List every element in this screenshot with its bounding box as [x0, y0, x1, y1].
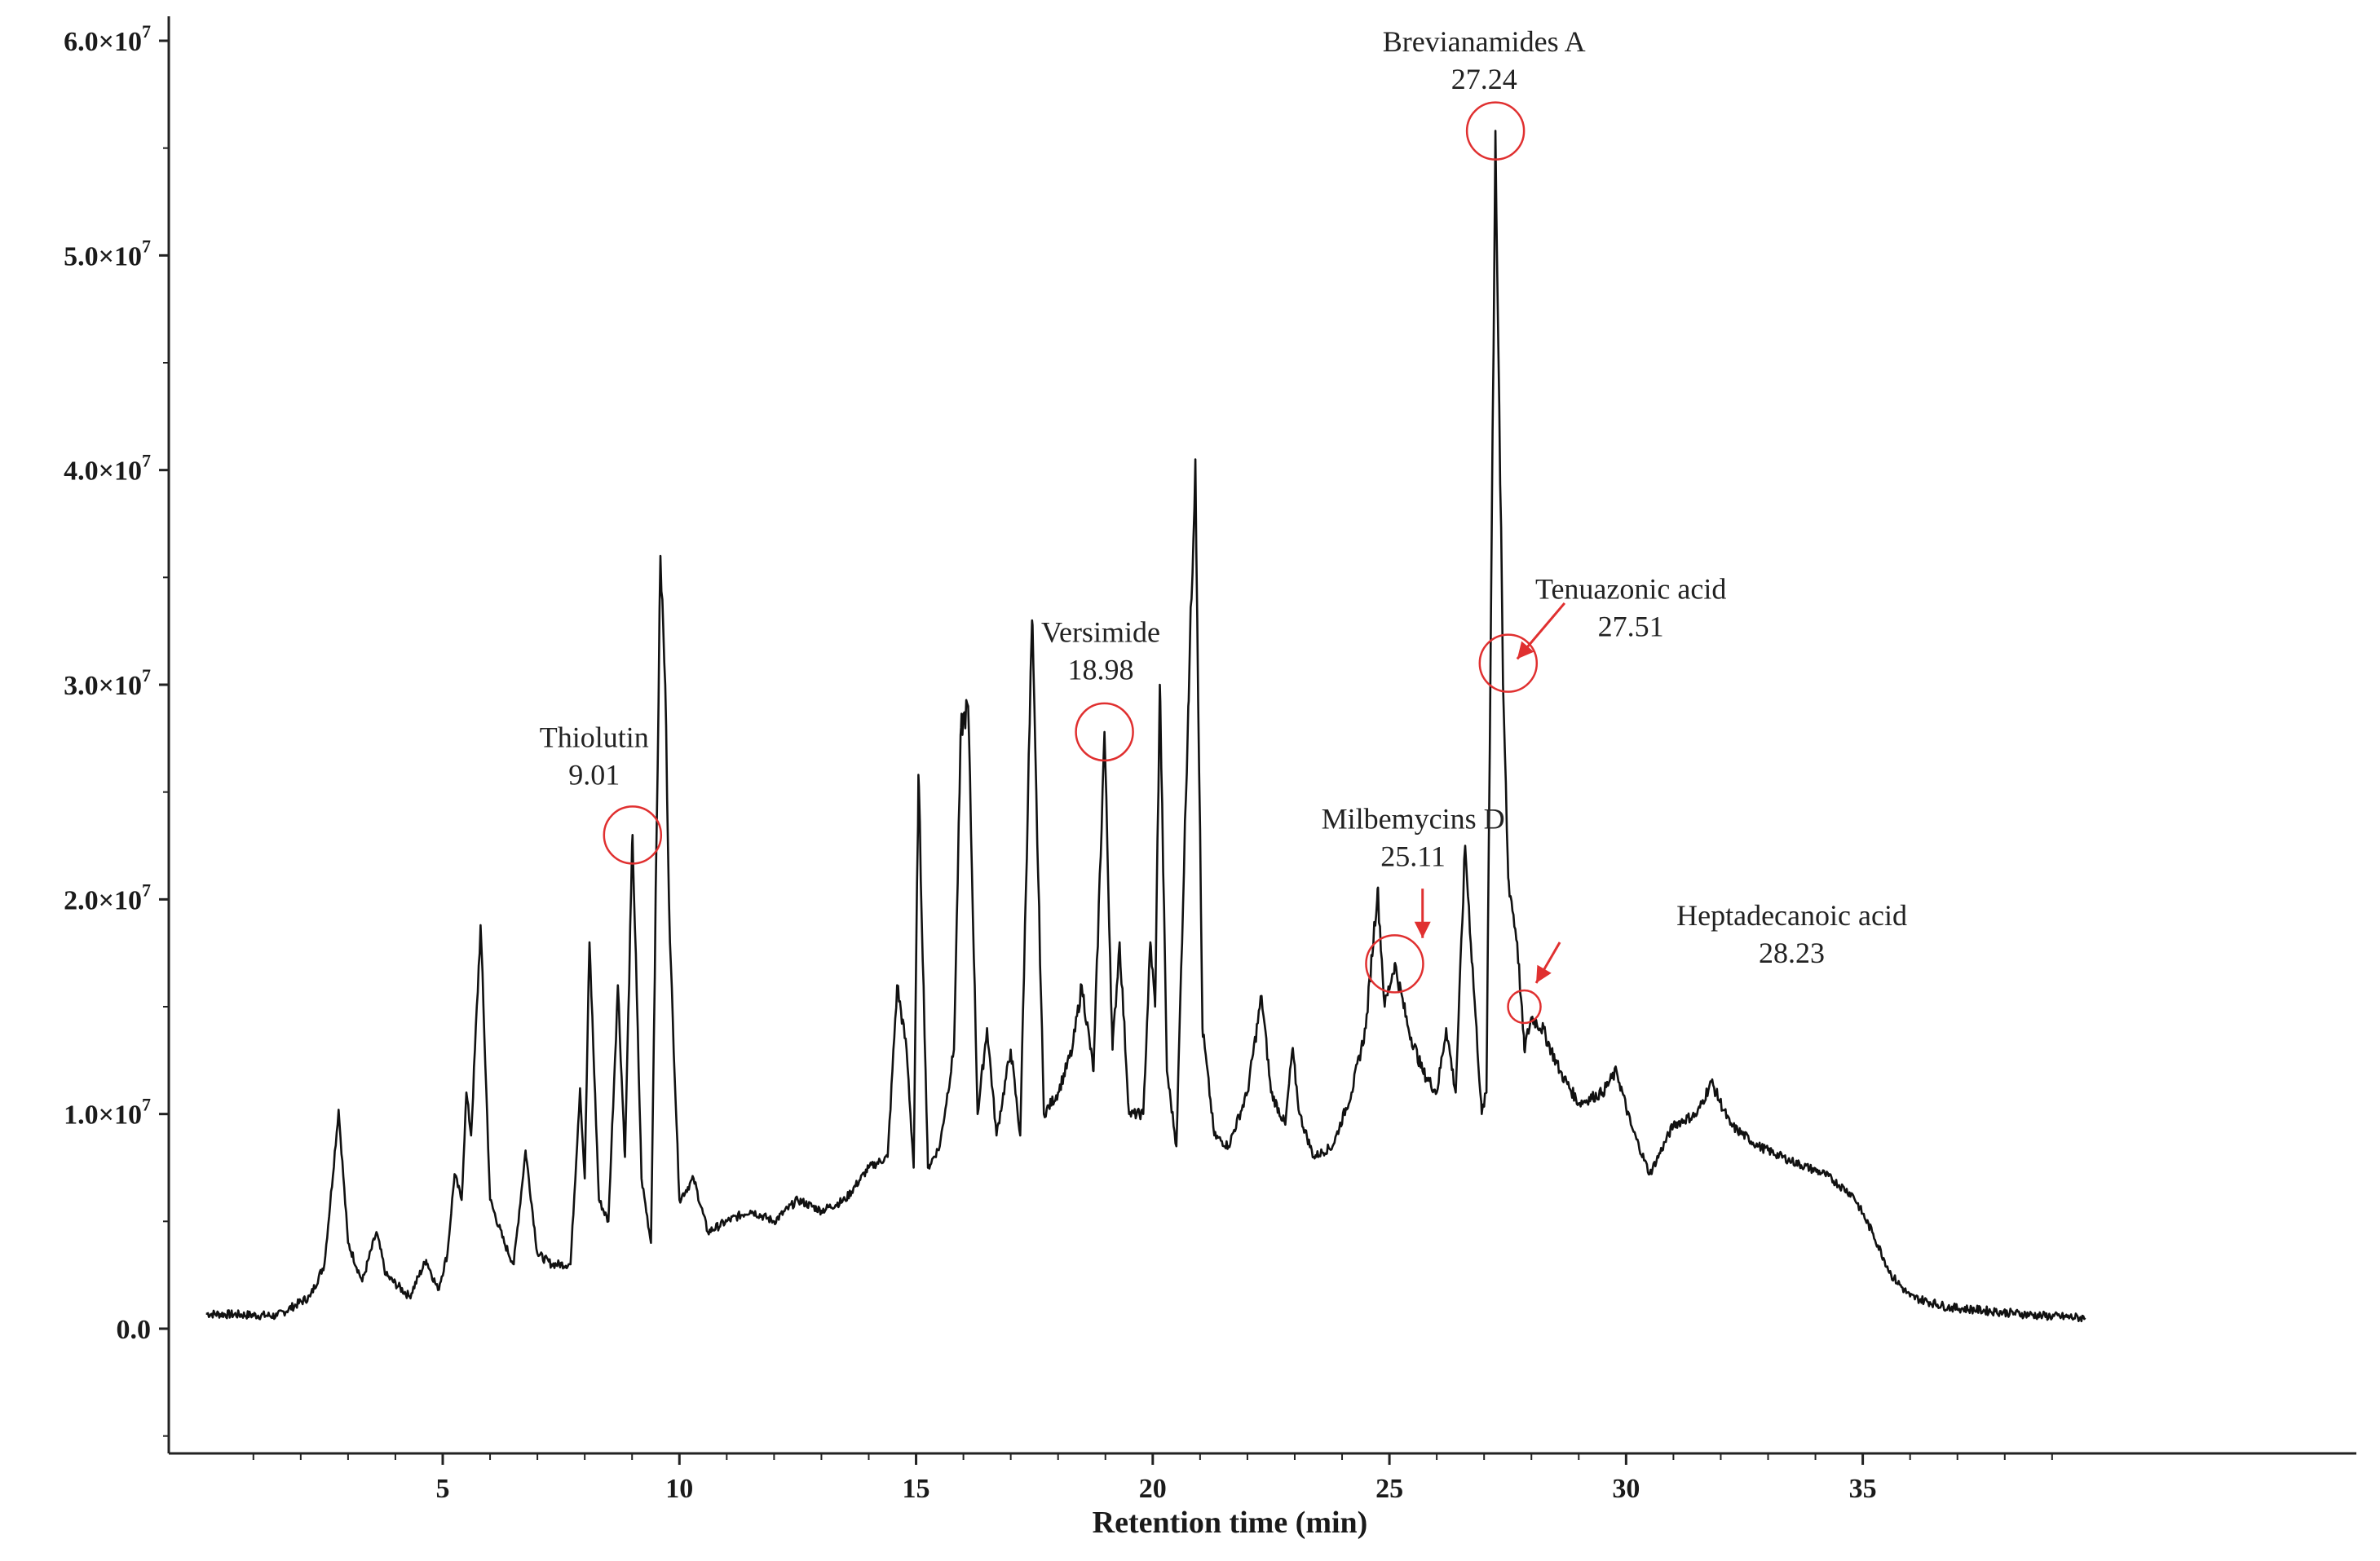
y-tick-label: 2.0×107 [64, 880, 151, 915]
peak-retention-time-label: 27.24 [1451, 63, 1517, 95]
x-tick-label: 30 [1612, 1474, 1640, 1504]
x-tick-label: 15 [903, 1474, 930, 1504]
y-tick-exponent: 7 [142, 665, 151, 686]
y-axis: 0.01.0×1072.0×1073.0×1074.0×1075.0×1076.… [64, 16, 170, 1453]
peak-annotation: Heptadecanoic acid 28.23 [1507, 899, 1907, 1025]
y-tick-label: 1.0×107 [64, 1095, 151, 1131]
y-tick-mantissa: 2.0×10 [64, 885, 142, 915]
x-tick-label: 35 [1849, 1474, 1877, 1504]
peak-annotations: Thiolutin 9.01 Versimide 18.98 Milbemycins D… [540, 25, 1907, 1025]
peak-circle-marker [1365, 934, 1424, 994]
x-axis: 5 10 15 20 25 30 35 [169, 1452, 2356, 1504]
y-tick-label: 5.0×107 [64, 236, 151, 271]
peak-annotation: Versimide 18.98 [1041, 615, 1160, 762]
y-tick-exponent: 7 [142, 1095, 151, 1115]
y-tick-exponent: 7 [142, 21, 151, 42]
peak-annotation: Tenuazonic acid 27.51 [1478, 573, 1726, 693]
peak-compound-label: Brevianamides A [1383, 25, 1586, 58]
y-tick-mantissa: 3.0×10 [64, 671, 142, 701]
peak-retention-time-label: 28.23 [1759, 937, 1825, 969]
y-tick-mantissa: 6.0×10 [64, 27, 142, 57]
peak-arrow-head [1536, 964, 1552, 984]
y-tick-exponent: 7 [142, 451, 151, 471]
y-tick-exponent: 7 [142, 880, 151, 900]
x-tick-label: 25 [1375, 1474, 1403, 1504]
peak-retention-time-label: 9.01 [568, 758, 620, 791]
plot-area [205, 130, 2086, 1323]
peak-compound-label: Tenuazonic acid [1535, 573, 1726, 606]
peak-circle-marker [1507, 989, 1542, 1025]
y-tick-label: 6.0×107 [64, 21, 151, 57]
peak-circle-marker [1075, 702, 1134, 762]
x-tick-label: 5 [436, 1474, 450, 1504]
x-tick-label: 20 [1139, 1474, 1167, 1504]
peak-compound-label: Milbemycins D [1322, 802, 1505, 835]
y-tick-mantissa: 4.0×10 [64, 456, 142, 487]
peak-circle-marker [1478, 633, 1539, 693]
x-tick-label: 10 [665, 1474, 693, 1504]
peak-retention-time-label: 25.11 [1380, 840, 1446, 872]
peak-annotation: Milbemycins D 25.11 [1322, 802, 1505, 994]
peak-retention-time-label: 18.98 [1067, 653, 1133, 686]
y-tick-exponent: 7 [142, 236, 151, 256]
peak-circle-marker [1465, 101, 1526, 161]
peak-compound-label: Thiolutin [540, 721, 649, 753]
peak-retention-time-label: 27.51 [1598, 611, 1664, 643]
y-tick-label: 0.0 [117, 1315, 152, 1345]
y-tick-mantissa: 5.0×10 [64, 241, 142, 271]
x-axis-title: Retention time (min) [1093, 1506, 1368, 1540]
y-tick-mantissa: 0.0 [117, 1315, 152, 1345]
peak-annotation: Brevianamides A 27.24 [1383, 25, 1586, 161]
peak-circle-marker [603, 805, 663, 865]
peak-compound-label: Versimide [1041, 615, 1160, 648]
y-tick-label: 4.0×107 [64, 451, 151, 487]
peak-arrow-head [1414, 921, 1431, 938]
y-tick-mantissa: 1.0×10 [64, 1100, 142, 1131]
y-tick-label: 3.0×107 [64, 665, 151, 701]
peak-arrow-head [1517, 641, 1534, 659]
chromatogram-line [205, 130, 2086, 1323]
peak-compound-label: Heptadecanoic acid [1676, 899, 1907, 932]
peak-annotation: Thiolutin 9.01 [540, 721, 663, 865]
